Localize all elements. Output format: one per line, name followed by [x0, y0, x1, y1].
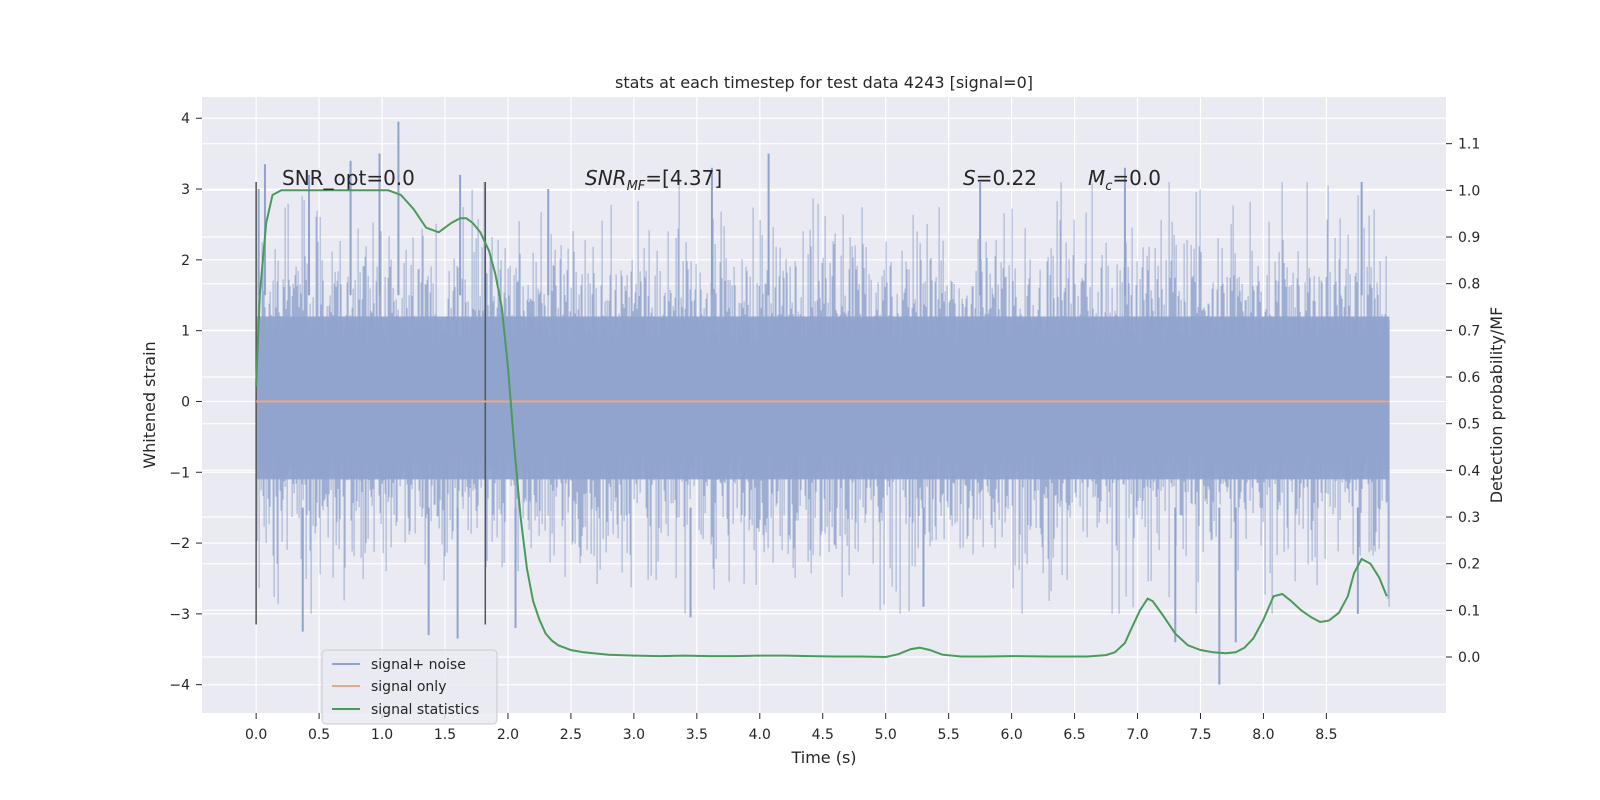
x-tick-label: 2.0 — [497, 727, 519, 743]
x-tick-label: 3.0 — [623, 727, 645, 743]
legend-label-signal-noise: signal+ noise — [371, 657, 466, 673]
mc-value: =0.0 — [1112, 166, 1161, 190]
mc-variable: M — [1088, 166, 1105, 190]
annotation-snr-opt: SNR_opt=0.0 — [282, 166, 415, 190]
vertical-markers — [255, 181, 487, 625]
x-tick-label: 0.0 — [245, 727, 267, 743]
signal-statistics-line — [255, 189, 1388, 659]
x-axis-label: Time (s) — [790, 748, 856, 767]
y2-tick-label: 0.7 — [1458, 323, 1480, 339]
x-tick-label: 4.0 — [749, 727, 771, 743]
x-tick-label: 8.5 — [1315, 727, 1337, 743]
x-tick-label: 8.0 — [1252, 727, 1274, 743]
y-tick-label: 2 — [181, 253, 190, 269]
s-value: =0.22 — [976, 166, 1037, 190]
x-tick-label: 0.5 — [308, 727, 330, 743]
x-tick-label: 1.5 — [434, 727, 456, 743]
snr-mf-variable: SNR — [585, 166, 627, 190]
y-axis-ticks: 4 3 2 1 0 −1 −2 −3 −4 — [169, 111, 202, 694]
y2-tick-label: 0.4 — [1458, 463, 1480, 479]
snr-mf-subscript: MF — [627, 179, 646, 194]
y2-tick-label: 0.8 — [1458, 277, 1480, 293]
y2-tick-label: 0.1 — [1458, 603, 1480, 619]
x-tick-label: 5.5 — [938, 727, 960, 743]
y-tick-label: −4 — [169, 678, 190, 694]
y-tick-label: −1 — [169, 465, 190, 481]
y2-axis-ticks: 1.1 1.0 0.9 0.8 0.7 0.6 0.5 0.4 0.3 0.2 0.1 0.0 — [1446, 137, 1480, 666]
y-tick-label: 1 — [181, 324, 190, 340]
y-tick-label: −2 — [169, 536, 190, 552]
legend: signal+ noise signal only signal statist… — [321, 649, 498, 725]
y-tick-label: 0 — [181, 394, 190, 410]
y2-tick-label: 0.6 — [1458, 370, 1480, 386]
s-variable: S — [963, 166, 976, 190]
x-tick-label: 6.5 — [1063, 727, 1085, 743]
y-tick-label: −3 — [169, 607, 190, 623]
x-tick-label: 5.0 — [875, 727, 897, 743]
mc-subscript: c — [1105, 179, 1112, 194]
y-tick-label: 4 — [181, 111, 190, 127]
x-tick-label: 1.0 — [371, 727, 393, 743]
snr-mf-value: =[4.37] — [645, 166, 722, 190]
legend-box — [321, 649, 498, 725]
chart-title: stats at each timestep for test data 424… — [615, 73, 1033, 92]
y-tick-label: 3 — [181, 182, 190, 198]
y2-tick-label: 0.3 — [1458, 510, 1480, 526]
annotation-mc: Mc=0.0 — [1088, 166, 1161, 194]
x-tick-label: 4.5 — [812, 727, 834, 743]
y2-tick-label: 0.0 — [1458, 650, 1480, 666]
signal-noise-series — [255, 121, 1390, 685]
y2-tick-label: 1.1 — [1458, 137, 1480, 153]
y2-axis-label: Detection probability/MF — [1487, 307, 1506, 504]
x-tick-label: 3.5 — [686, 727, 708, 743]
legend-label-signal-only: signal only — [371, 679, 446, 695]
annotation-s: S=0.22 — [963, 166, 1037, 190]
annotation-snr-mf: SNRMF=[4.37] — [585, 166, 722, 194]
y2-tick-label: 0.5 — [1458, 417, 1480, 433]
x-axis-ticks: 0.0 0.5 1.0 1.5 2.0 2.5 3.0 3.5 4.0 4.5 5.0 5.5 6.0 6… — [245, 713, 1338, 743]
y2-tick-label: 0.9 — [1458, 230, 1480, 246]
y2-tick-label: 0.2 — [1458, 557, 1480, 573]
legend-label-signal-statistics: signal statistics — [371, 702, 479, 718]
x-tick-label: 7.0 — [1126, 727, 1148, 743]
y2-tick-label: 1.0 — [1458, 183, 1480, 199]
x-tick-label: 7.5 — [1189, 727, 1211, 743]
x-tick-label: 2.5 — [560, 727, 582, 743]
signal-statistics-series — [255, 189, 1388, 659]
y-axis-label: Whitened strain — [140, 341, 159, 468]
x-tick-label: 6.0 — [1000, 727, 1022, 743]
